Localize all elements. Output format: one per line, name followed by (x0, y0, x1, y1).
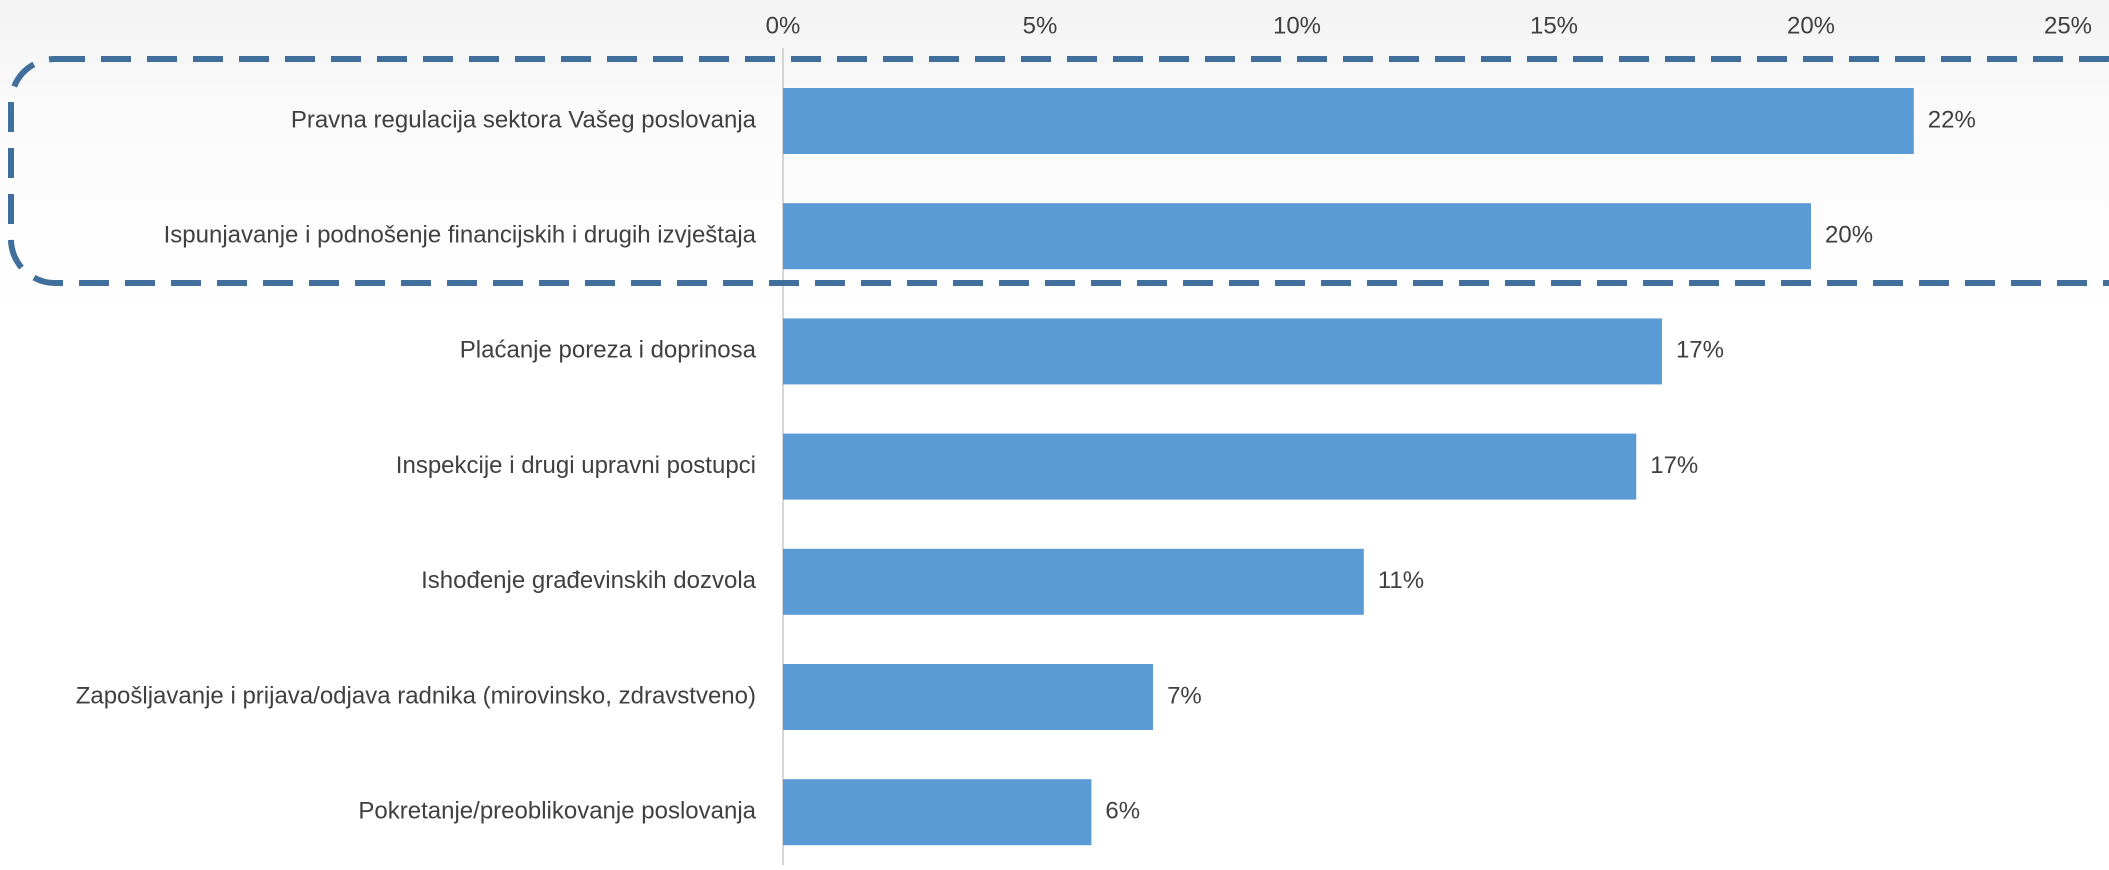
data-label: 17% (1650, 452, 1698, 479)
highlight-group (8, 56, 2109, 286)
category-label: Ispunjavanje i podnošenje financijskih i… (164, 222, 757, 249)
category-label: Pokretanje/preoblikovanje poslovanja (358, 798, 756, 825)
bar (783, 664, 1154, 730)
bar (783, 203, 1811, 270)
bar (783, 318, 1662, 385)
x-tick-label: 25% (2044, 12, 2092, 39)
bars (783, 88, 1914, 846)
bar (783, 548, 1364, 615)
data-label: 22% (1928, 106, 1976, 133)
bar (783, 433, 1637, 500)
data-label: 6% (1105, 798, 1140, 825)
data-label: 11% (1378, 567, 1424, 594)
x-tick-label: 10% (1273, 12, 1321, 39)
x-tick-label: 15% (1530, 12, 1578, 39)
category-label: Zapošljavanje i prijava/odjava radnika (… (76, 682, 756, 709)
data-label: 17% (1676, 337, 1724, 364)
x-tick-label: 5% (1023, 12, 1058, 39)
category-label: Inspekcije i drugi upravni postupci (396, 452, 756, 479)
x-tick-label: 20% (1787, 12, 1835, 39)
category-label: Pravna regulacija sektora Vašeg poslovan… (291, 106, 757, 133)
category-label: Ishođenje građevinskih dozvola (421, 567, 757, 594)
category-labels: Pravna regulacija sektora Vašeg poslovan… (76, 106, 757, 824)
bar (783, 779, 1092, 846)
bar (783, 88, 1914, 154)
category-label: Plaćanje poreza i doprinosa (460, 337, 757, 364)
value-labels: 22% 20% 17% 17% 11% 7% 6% (1105, 106, 1975, 824)
x-tick-label: 0% (766, 12, 801, 39)
data-label: 20% (1825, 222, 1873, 249)
x-axis-ticks: 0% 5% 10% 15% 20% 25% (766, 12, 2092, 865)
data-label: 7% (1167, 682, 1202, 709)
highlight-dashed-box (8, 56, 2109, 286)
